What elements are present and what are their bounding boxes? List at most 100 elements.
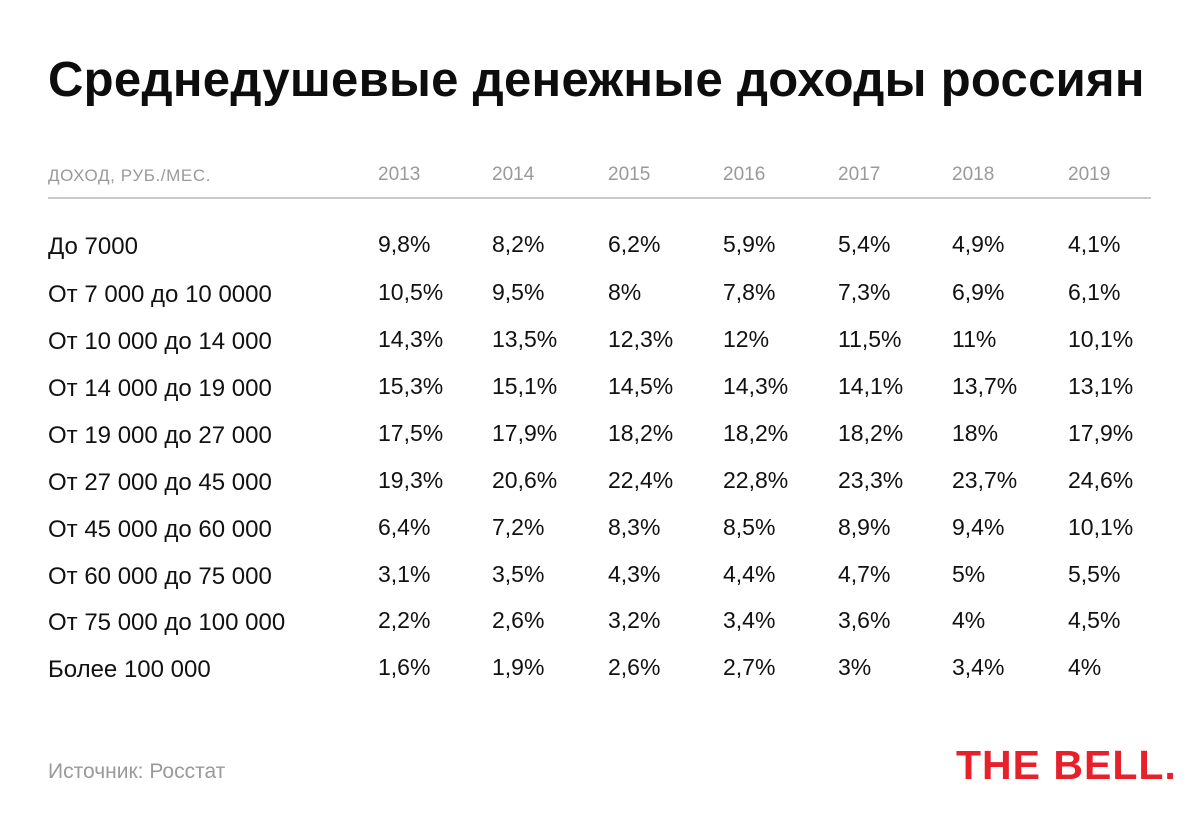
table-cell: 22,8% — [723, 467, 789, 493]
table-cell: 17,9% — [492, 420, 558, 446]
column-header-year: 2019 — [1068, 164, 1111, 185]
table-row: От 27 000 до 45 000 19,3% 20,6% 22,4% 22,8% 2… — [0, 467, 1200, 509]
table-row: От 14 000 до 19 000 15,3% 15,1% 14,5% 14,3% 1… — [0, 373, 1200, 415]
chart-title: Среднедушевые денежные доходы россиян — [48, 53, 1145, 107]
table-row: От 45 000 до 60 000 6,4% 7,2% 8,3% 8,5% 8,9% 9… — [0, 514, 1200, 556]
row-label: До 7000 — [48, 233, 138, 260]
table-cell: 8,2% — [492, 231, 545, 257]
table-row: Более 100 000 1,6% 1,9% 2,6% 2,7% 3% 3,4% 4% — [0, 654, 1200, 696]
table-cell: 9,4% — [952, 514, 1005, 540]
table-cell: 10,5% — [378, 279, 444, 305]
table-cell: 8,9% — [838, 514, 891, 540]
table-cell: 8,5% — [723, 514, 776, 540]
row-label: От 45 000 до 60 000 — [48, 516, 272, 543]
table-cell: 20,6% — [492, 467, 558, 493]
table-cell: 2,6% — [492, 607, 545, 633]
table-cell: 9,5% — [492, 279, 545, 305]
table-cell: 11% — [952, 326, 997, 352]
table-cell: 4% — [952, 607, 986, 633]
table-cell: 3% — [838, 654, 872, 680]
table-cell: 9,8% — [378, 231, 431, 257]
table-cell: 10,1% — [1068, 326, 1134, 352]
table-cell: 18,2% — [838, 420, 904, 446]
table-row: До 7000 9,8% 8,2% 6,2% 5,9% 5,4% 4,9% 4,1% — [0, 231, 1200, 273]
column-header-year: 2018 — [952, 164, 995, 185]
column-header-year: 2017 — [838, 164, 881, 185]
table-cell: 13,7% — [952, 373, 1018, 399]
table-cell: 14,5% — [608, 373, 674, 399]
table-cell: 6,9% — [952, 279, 1005, 305]
table-cell: 4,5% — [1068, 607, 1121, 633]
table-row: От 60 000 до 75 000 3,1% 3,5% 4,3% 4,4% 4,7% 5… — [0, 561, 1200, 603]
table-cell: 23,7% — [952, 467, 1018, 493]
row-label: От 7 000 до 10 0000 — [48, 281, 272, 308]
table-cell: 5,5% — [1068, 561, 1121, 587]
table-cell: 19,3% — [378, 467, 444, 493]
table-cell: 17,9% — [1068, 420, 1134, 446]
table-cell: 12,3% — [608, 326, 674, 352]
table-cell: 5,9% — [723, 231, 776, 257]
table-cell: 18,2% — [723, 420, 789, 446]
table-cell: 14,3% — [378, 326, 444, 352]
column-header-year: 2015 — [608, 164, 651, 185]
table-cell: 7,3% — [838, 279, 891, 305]
table-cell: 15,3% — [378, 373, 444, 399]
table-cell: 1,6% — [378, 654, 431, 680]
row-label: От 75 000 до 100 000 — [48, 609, 286, 636]
table-cell: 18,2% — [608, 420, 674, 446]
table-cell: 8% — [608, 279, 642, 305]
table-cell: 3,4% — [723, 607, 776, 633]
table-cell: 23,3% — [838, 467, 904, 493]
table-cell: 1,9% — [492, 654, 545, 680]
table-cell: 14,3% — [723, 373, 789, 399]
row-label: От 10 000 до 14 000 — [48, 328, 272, 355]
table-row: От 19 000 до 27 000 17,5% 17,9% 18,2% 18,2% 1… — [0, 420, 1200, 462]
row-label: От 60 000 до 75 000 — [48, 563, 272, 590]
table-row: От 10 000 до 14 000 14,3% 13,5% 12,3% 12% 11,… — [0, 326, 1200, 368]
table-cell: 13,5% — [492, 326, 558, 352]
table-cell: 5,4% — [838, 231, 891, 257]
row-label: Более 100 000 — [48, 656, 211, 683]
brand-logo: THE BELL. — [956, 742, 1177, 788]
table-cell: 2,6% — [608, 654, 661, 680]
row-label: От 27 000 до 45 000 — [48, 469, 272, 496]
table-cell: 18% — [952, 420, 999, 446]
table-cell: 10,1% — [1068, 514, 1134, 540]
column-header-year: 2014 — [492, 164, 535, 185]
table-cell: 11,5% — [838, 326, 902, 352]
table-cell: 3,2% — [608, 607, 661, 633]
table-cell: 13,1% — [1068, 373, 1134, 399]
column-header-year: 2016 — [723, 164, 766, 185]
table-cell: 15,1% — [492, 373, 558, 399]
column-header-year: 2013 — [378, 164, 421, 185]
table-cell: 3,6% — [838, 607, 891, 633]
table-cell: 6,1% — [1068, 279, 1121, 305]
table-cell: 3,1% — [378, 561, 431, 587]
table-cell: 7,8% — [723, 279, 776, 305]
table-cell: 8,3% — [608, 514, 661, 540]
header-divider — [48, 197, 1151, 199]
table-cell: 4,9% — [952, 231, 1005, 257]
table-cell: 12% — [723, 326, 770, 352]
table-row: От 75 000 до 100 000 2,2% 2,6% 3,2% 3,4% 3,6%… — [0, 607, 1200, 649]
table-cell: 7,2% — [492, 514, 545, 540]
table-cell: 14,1% — [838, 373, 904, 399]
row-label: От 14 000 до 19 000 — [48, 375, 272, 402]
table-cell: 4,3% — [608, 561, 661, 587]
row-label: От 19 000 до 27 000 — [48, 422, 272, 449]
table-cell: 2,2% — [378, 607, 431, 633]
table-cell: 6,4% — [378, 514, 431, 540]
table-cell: 4,1% — [1068, 231, 1121, 257]
source-note: Источник: Росстат — [48, 760, 226, 783]
table-cell: 17,5% — [378, 420, 444, 446]
table-cell: 2,7% — [723, 654, 776, 680]
table-cell: 4,7% — [838, 561, 891, 587]
table-cell: 24,6% — [1068, 467, 1134, 493]
table-cell: 3,5% — [492, 561, 545, 587]
table-cell: 4% — [1068, 654, 1102, 680]
table-cell: 6,2% — [608, 231, 661, 257]
table-cell: 5% — [952, 561, 986, 587]
table-cell: 22,4% — [608, 467, 674, 493]
table-cell: 4,4% — [723, 561, 776, 587]
